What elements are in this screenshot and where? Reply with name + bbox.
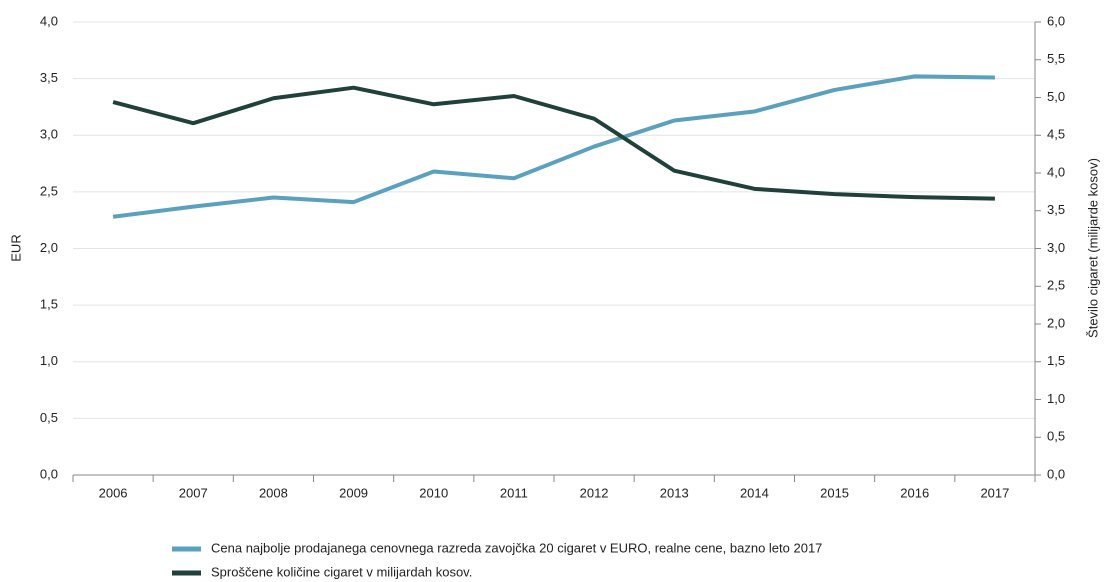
legend-label: Cena najbolje prodajanega cenovnega razr…	[211, 540, 822, 555]
y2-tick-label: 4,0	[1047, 164, 1065, 179]
y2-tick-label: 4,5	[1047, 127, 1065, 142]
y-tick-label: 2,0	[40, 240, 58, 255]
y2-tick-label: 1,0	[1047, 391, 1065, 406]
legend-label: Sproščene količine cigaret v milijardah …	[211, 564, 472, 579]
y-tick-label: 1,5	[40, 297, 58, 312]
series-line	[112, 74, 995, 219]
x-tick-label: 2006	[99, 485, 128, 500]
y2-tick-label: 2,5	[1047, 278, 1065, 293]
x-tick-label: 2015	[820, 485, 849, 500]
y2-tick-label: 0,0	[1047, 466, 1065, 481]
y2-tick-label: 5,0	[1047, 89, 1065, 104]
y2-tick-label: 3,5	[1047, 202, 1065, 217]
x-tick-label: 2010	[419, 485, 448, 500]
y-axis-title: EUR	[8, 234, 23, 261]
x-tick-label: 2017	[980, 485, 1009, 500]
y2-tick-label: 3,0	[1047, 240, 1065, 255]
x-tick-label: 2014	[740, 485, 769, 500]
y-tick-label: 3,0	[40, 127, 58, 142]
y2-tick-label: 0,5	[1047, 429, 1065, 444]
x-tick-label: 2008	[259, 485, 288, 500]
y2-tick-label: 1,5	[1047, 353, 1065, 368]
series-line	[112, 85, 995, 201]
x-tick-label: 2013	[660, 485, 689, 500]
y-tick-label: 4,0	[40, 13, 58, 28]
x-tick-label: 2011	[500, 485, 528, 500]
x-tick-label: 2007	[179, 485, 208, 500]
y2-tick-label: 6,0	[1047, 13, 1065, 28]
x-tick-label: 2009	[339, 485, 368, 500]
y-tick-label: 2,5	[40, 183, 58, 198]
x-tick-label: 2016	[900, 485, 929, 500]
y-tick-label: 0,5	[40, 410, 58, 425]
y-tick-label: 3,5	[40, 70, 58, 85]
y-tick-label: 0,0	[40, 466, 58, 481]
y2-axis-title: Število cigaret (milijarde kosov)	[1085, 158, 1100, 338]
y2-tick-label: 2,0	[1047, 315, 1065, 330]
x-tick-label: 2012	[580, 485, 609, 500]
y-tick-label: 1,0	[40, 353, 58, 368]
y2-tick-label: 5,5	[1047, 51, 1065, 66]
